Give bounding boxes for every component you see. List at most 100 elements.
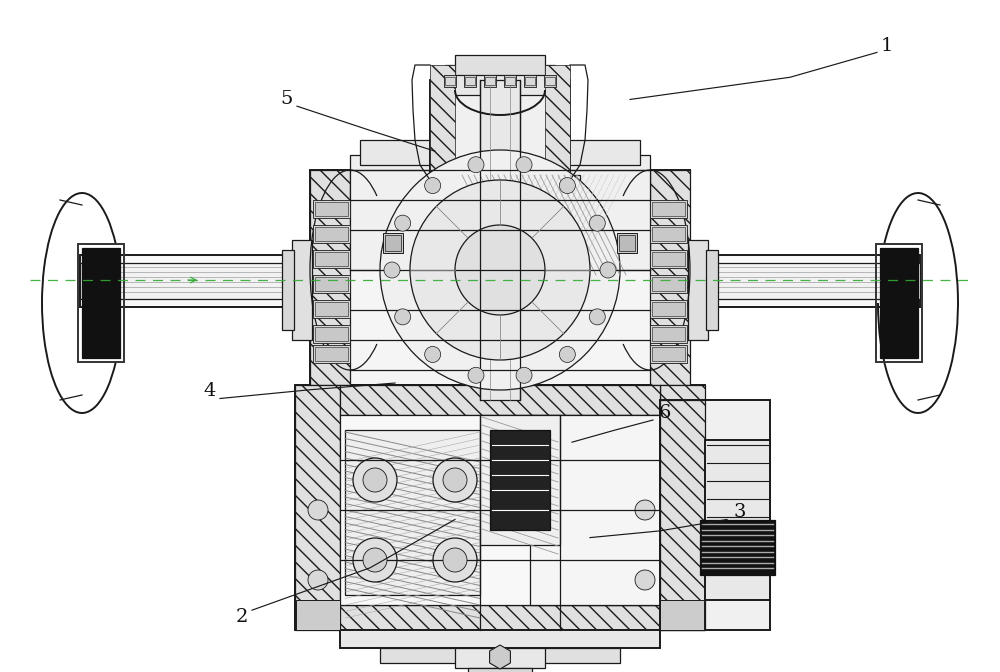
Bar bbox=[650, 250, 687, 268]
Circle shape bbox=[600, 262, 616, 278]
Bar bbox=[340, 415, 660, 605]
Bar bbox=[650, 255, 920, 307]
Bar bbox=[282, 250, 294, 330]
Bar bbox=[383, 233, 403, 253]
Bar bbox=[315, 347, 348, 361]
Bar bbox=[360, 140, 640, 165]
Circle shape bbox=[455, 225, 545, 315]
Bar bbox=[485, 77, 495, 85]
Bar bbox=[455, 648, 545, 668]
Bar bbox=[313, 275, 350, 293]
Bar bbox=[313, 300, 350, 318]
Polygon shape bbox=[650, 170, 690, 385]
Bar bbox=[650, 300, 687, 318]
Bar bbox=[455, 55, 545, 75]
Bar bbox=[444, 75, 456, 87]
Bar bbox=[650, 345, 687, 363]
Bar bbox=[652, 227, 685, 241]
Bar bbox=[295, 385, 705, 630]
Circle shape bbox=[443, 548, 467, 572]
Bar bbox=[650, 200, 687, 218]
Polygon shape bbox=[430, 65, 455, 180]
Polygon shape bbox=[300, 242, 350, 318]
Bar bbox=[544, 75, 556, 87]
Bar bbox=[80, 263, 310, 299]
Circle shape bbox=[635, 500, 655, 520]
Bar bbox=[652, 252, 685, 266]
Text: 3: 3 bbox=[734, 503, 746, 521]
Circle shape bbox=[589, 309, 605, 325]
Bar bbox=[468, 668, 532, 672]
Polygon shape bbox=[460, 175, 580, 275]
Circle shape bbox=[516, 368, 532, 383]
Polygon shape bbox=[650, 242, 700, 318]
Bar bbox=[652, 347, 685, 361]
Bar bbox=[315, 227, 348, 241]
Bar bbox=[445, 65, 555, 95]
Bar bbox=[313, 325, 350, 343]
Polygon shape bbox=[660, 385, 705, 630]
Circle shape bbox=[425, 177, 441, 194]
Bar bbox=[490, 430, 550, 530]
Text: 2: 2 bbox=[236, 608, 248, 626]
Bar bbox=[505, 77, 515, 85]
Text: 6: 6 bbox=[659, 405, 671, 422]
Bar bbox=[545, 77, 555, 85]
Circle shape bbox=[353, 458, 397, 502]
Bar bbox=[530, 648, 620, 663]
Circle shape bbox=[635, 570, 655, 590]
Polygon shape bbox=[340, 385, 660, 415]
Bar bbox=[530, 415, 660, 605]
Circle shape bbox=[363, 548, 387, 572]
Polygon shape bbox=[340, 605, 660, 630]
Bar bbox=[292, 240, 312, 340]
Bar bbox=[660, 600, 704, 630]
Bar bbox=[484, 75, 496, 87]
Bar bbox=[315, 202, 348, 216]
Polygon shape bbox=[660, 400, 705, 630]
Bar bbox=[880, 248, 918, 358]
Circle shape bbox=[380, 150, 620, 390]
Bar bbox=[617, 233, 637, 253]
Bar bbox=[480, 80, 520, 400]
Bar bbox=[504, 75, 516, 87]
Bar bbox=[465, 77, 475, 85]
Bar bbox=[652, 302, 685, 316]
Bar bbox=[315, 327, 348, 341]
Bar bbox=[650, 275, 687, 293]
Circle shape bbox=[559, 347, 575, 362]
Bar bbox=[876, 244, 922, 362]
Polygon shape bbox=[545, 65, 570, 180]
Text: 1: 1 bbox=[881, 37, 893, 54]
Bar bbox=[660, 400, 770, 630]
Bar bbox=[650, 325, 687, 343]
Text: 5: 5 bbox=[281, 91, 293, 108]
Bar bbox=[430, 80, 570, 180]
Bar bbox=[464, 75, 476, 87]
Bar bbox=[525, 77, 535, 85]
Circle shape bbox=[443, 468, 467, 492]
Bar bbox=[80, 255, 350, 307]
Circle shape bbox=[516, 157, 532, 173]
Bar bbox=[315, 302, 348, 316]
Circle shape bbox=[425, 347, 441, 362]
Circle shape bbox=[353, 538, 397, 582]
Bar bbox=[350, 170, 650, 270]
Polygon shape bbox=[490, 645, 510, 669]
Bar bbox=[313, 250, 350, 268]
Bar bbox=[524, 75, 536, 87]
Circle shape bbox=[468, 157, 484, 173]
Polygon shape bbox=[295, 385, 340, 630]
Bar bbox=[652, 327, 685, 341]
Circle shape bbox=[395, 309, 411, 325]
Circle shape bbox=[468, 368, 484, 383]
Bar bbox=[315, 277, 348, 291]
Bar bbox=[445, 77, 455, 85]
Bar bbox=[652, 277, 685, 291]
Bar bbox=[78, 244, 124, 362]
Bar bbox=[310, 170, 690, 385]
Bar bbox=[700, 520, 775, 575]
Bar bbox=[385, 235, 401, 251]
Circle shape bbox=[395, 215, 411, 231]
Bar bbox=[313, 225, 350, 243]
